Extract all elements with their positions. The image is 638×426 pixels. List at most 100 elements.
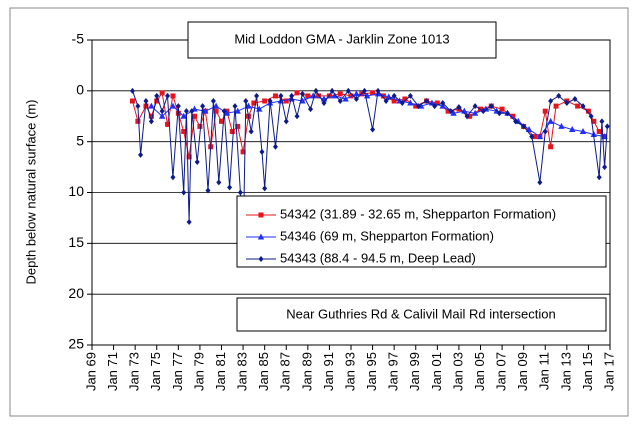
marker [202, 107, 209, 114]
marker [467, 113, 473, 119]
x-tick-label: Jan 69 [83, 352, 98, 391]
x-tick-label: Jan 05 [472, 352, 487, 391]
marker [428, 99, 436, 106]
marker [488, 103, 494, 110]
marker [165, 92, 171, 99]
marker [472, 103, 478, 110]
marker [383, 98, 389, 104]
marker [602, 164, 608, 171]
marker [604, 123, 610, 130]
y-tick-label: 20 [68, 285, 84, 301]
marker [326, 93, 332, 99]
marker [194, 159, 200, 165]
marker [499, 106, 505, 112]
marker [181, 129, 187, 134]
marker [135, 118, 141, 124]
marker [170, 93, 176, 99]
marker [197, 123, 203, 129]
marker [564, 100, 570, 107]
legend-label: 54343 (88.4 - 94.5 m, Deep Lead) [280, 250, 476, 265]
y-tick-label: 25 [68, 336, 84, 352]
marker [258, 212, 264, 218]
marker [580, 103, 586, 110]
marker [547, 117, 554, 124]
marker [464, 113, 470, 120]
y-tick-label: 15 [68, 234, 84, 250]
marker [165, 121, 171, 127]
marker [169, 102, 177, 109]
marker [148, 113, 154, 119]
marker [175, 103, 181, 110]
marker [521, 123, 527, 130]
x-tick-label: Jan 73 [127, 352, 142, 391]
x-tick-label: Jan 83 [235, 352, 250, 391]
x-tick-label: Jan 75 [148, 352, 163, 391]
marker [221, 108, 227, 115]
x-tick-label: Jan 15 [580, 352, 595, 391]
marker [342, 95, 349, 102]
marker [283, 118, 289, 125]
marker [337, 98, 343, 104]
marker [480, 108, 486, 115]
marker [353, 95, 359, 102]
marker [294, 113, 300, 120]
marker [313, 87, 319, 94]
x-tick-label: Jan 71 [105, 352, 120, 391]
marker [272, 143, 278, 150]
legend: 54342 (31.89 - 32.65 m, Shepparton Forma… [246, 206, 556, 265]
legend-label: 54346 (69 m, Shepparton Formation) [280, 228, 494, 243]
marker [558, 122, 565, 129]
marker [158, 112, 166, 119]
marker [440, 100, 446, 107]
marker [129, 98, 135, 104]
x-tick-label: Jan 01 [429, 352, 444, 391]
marker [143, 98, 149, 104]
y-tick-label: -5 [72, 31, 85, 47]
marker [267, 98, 273, 104]
marker [189, 108, 195, 115]
marker [262, 98, 268, 104]
marker [283, 98, 289, 104]
marker [588, 113, 594, 120]
marker [556, 92, 562, 99]
marker [212, 102, 220, 109]
marker [310, 92, 317, 99]
marker [180, 112, 187, 119]
marker [135, 103, 141, 110]
x-tick-label: Jan 95 [364, 352, 379, 391]
marker [258, 256, 264, 262]
marker [471, 109, 479, 116]
x-tick-label: Jan 11 [537, 352, 552, 390]
annotation-box [236, 297, 607, 332]
legend-box [236, 195, 607, 268]
marker [510, 113, 516, 119]
marker [531, 134, 537, 140]
x-tick-label: Jan 89 [299, 352, 314, 391]
x-tick-label: Jan 03 [450, 352, 465, 391]
marker [537, 179, 543, 186]
marker [329, 87, 335, 94]
marker [148, 118, 154, 125]
marker [548, 144, 554, 150]
x-tick-label: Jan 77 [170, 352, 185, 391]
marker [219, 118, 224, 124]
marker [391, 92, 397, 99]
marker [248, 128, 254, 135]
marker [148, 102, 155, 109]
marker [370, 90, 376, 96]
marker [257, 233, 265, 240]
x-tick-label: Jan 87 [278, 352, 293, 391]
marker [138, 151, 144, 158]
marker [305, 93, 311, 99]
marker [186, 218, 192, 225]
marker [213, 108, 219, 114]
x-tick-label: Jan 99 [407, 352, 422, 391]
marker [240, 149, 246, 155]
marker [569, 125, 576, 132]
marker [316, 93, 322, 99]
marker [337, 91, 343, 97]
marker [272, 93, 278, 99]
marker [243, 98, 249, 104]
